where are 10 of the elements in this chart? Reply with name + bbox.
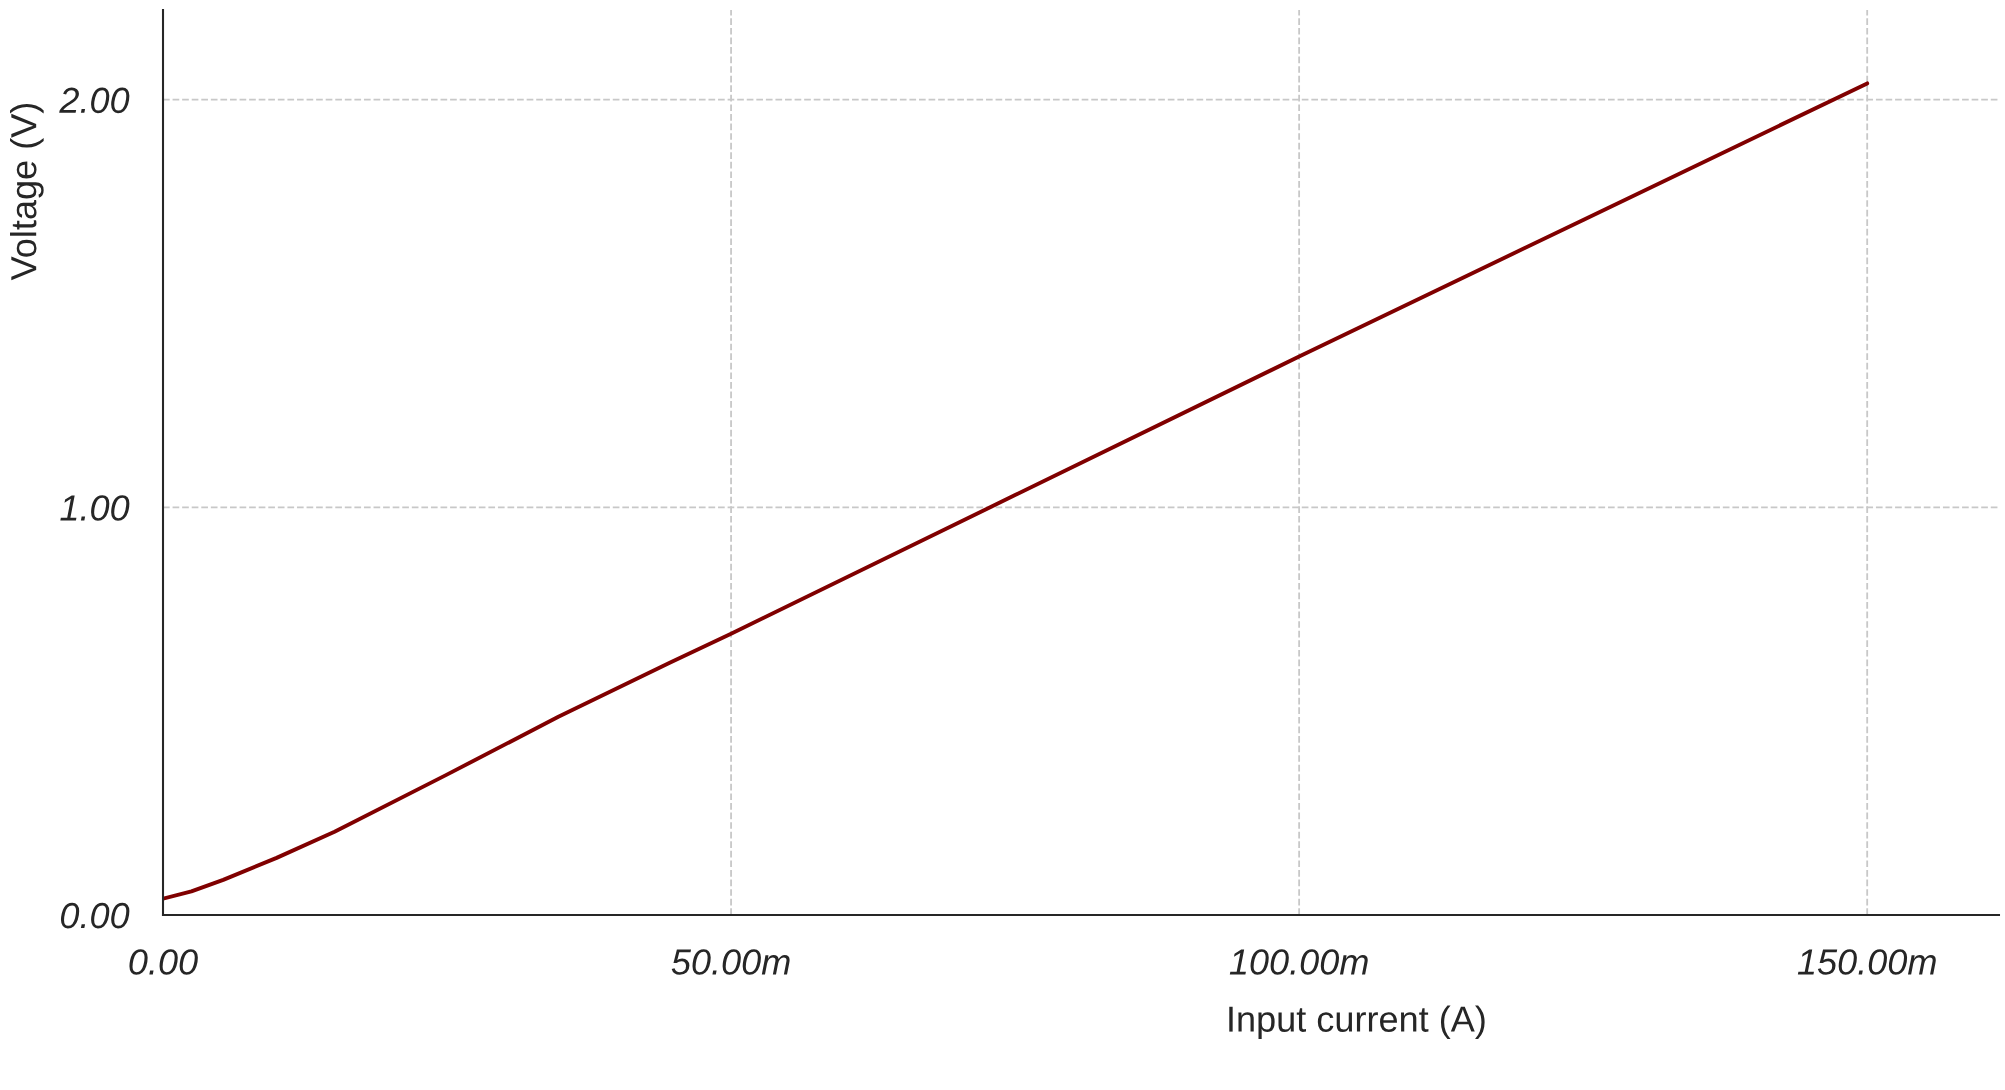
- y-axis-title: Voltage (V): [10, 103, 44, 281]
- x-axis-title: Input current (A): [1229, 1005, 1485, 1040]
- x-tick-label: 150.00m: [1797, 949, 1936, 975]
- line-series: [163, 81, 1870, 901]
- y-tick-label: 0.00: [60, 902, 130, 929]
- y-tick-label: 1.00: [60, 495, 130, 521]
- y-tick-label: 2.00: [59, 87, 130, 114]
- x-tick-label: 0.00: [129, 949, 198, 975]
- x-tick-label: 100.00m: [1229, 949, 1368, 975]
- x-tick-label: 50.00m: [671, 949, 790, 975]
